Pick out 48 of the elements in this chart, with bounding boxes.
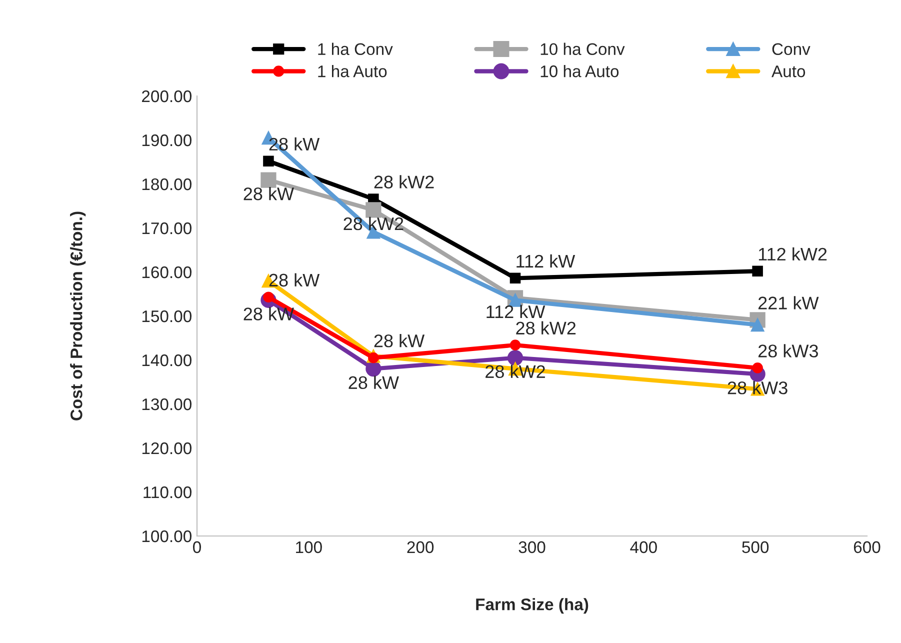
- point: [263, 156, 274, 166]
- x-tick-label: 500: [742, 541, 769, 554]
- annotation: 28 kW: [348, 376, 399, 390]
- point: [366, 360, 382, 377]
- point: [366, 202, 382, 218]
- y-tick-label: 120.00: [142, 442, 192, 454]
- point: [368, 352, 379, 364]
- x-tick-label: 0: [193, 541, 201, 554]
- legend-label: 1 ha Conv: [318, 42, 393, 56]
- legend-label: 10 ha Auto: [540, 64, 619, 78]
- point: [507, 350, 524, 366]
- y-tick-label: 150.00: [142, 310, 192, 322]
- x-tick-label: 300: [518, 541, 546, 554]
- y-tick-label: 130.00: [142, 398, 192, 410]
- y-axis-title: Cost of Production (€/ton.): [70, 212, 86, 420]
- x-tick-label: 200: [407, 541, 434, 554]
- point: [510, 340, 521, 350]
- x-tick-label: 600: [854, 541, 880, 554]
- annotation: 28 kW: [244, 186, 294, 200]
- legend-label: 1 ha Auto: [318, 64, 387, 78]
- y-tick-label: 170.00: [142, 222, 192, 234]
- point: [260, 172, 276, 188]
- annotation: 28 kW3: [758, 344, 818, 358]
- annotation: 112 kW: [486, 304, 546, 318]
- annotation: 112 kW: [516, 254, 576, 268]
- annotation: 28 kW2: [344, 216, 404, 230]
- y-tick-label: 160.00: [142, 266, 192, 278]
- x-tick-label: 400: [630, 541, 657, 554]
- annotation: 28 kW2: [516, 321, 576, 335]
- annotation: 112 kW2: [758, 247, 827, 260]
- y-tick-label: 140.00: [142, 354, 192, 366]
- y-tick-label: 110.00: [144, 486, 192, 498]
- legend-label: Conv: [772, 43, 810, 56]
- point: [752, 362, 763, 374]
- x-axis-title: Farm Size (ha): [476, 598, 588, 614]
- point: [510, 272, 521, 284]
- point: [752, 266, 763, 276]
- legend-label: Auto: [772, 66, 806, 78]
- y-tick-label: 180.00: [142, 178, 192, 190]
- point: [750, 318, 764, 332]
- legend-label: 10 ha Conv: [540, 42, 625, 56]
- annotation: 28 kW: [374, 334, 425, 348]
- y-tick-label: 190.00: [142, 134, 192, 146]
- annotation: 28 kW2: [374, 175, 434, 188]
- x-tick-label: 100: [296, 541, 322, 554]
- y-tick-label: 100.00: [142, 530, 192, 542]
- y-tick-label: 200.00: [142, 90, 192, 102]
- annotation: 221 kW: [758, 296, 819, 310]
